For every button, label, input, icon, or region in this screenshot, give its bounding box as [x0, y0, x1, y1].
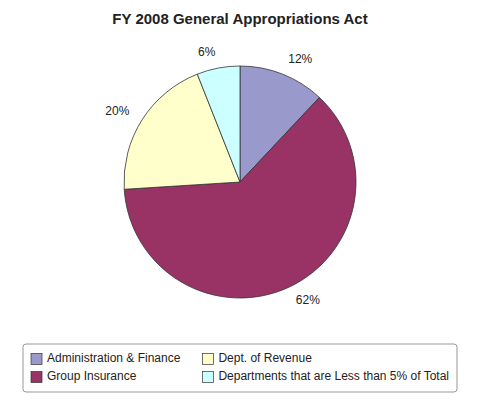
- legend-label: Administration & Finance: [47, 351, 181, 365]
- legend-swatch: [202, 372, 213, 383]
- legend-swatch: [31, 354, 42, 365]
- pie: [124, 66, 356, 298]
- data-label: 20%: [105, 104, 129, 118]
- legend-label: Group Insurance: [47, 369, 137, 383]
- pie-slice: [197, 66, 240, 182]
- legend: Administration & Finance Group Insurance D…: [23, 344, 457, 392]
- data-label: 6%: [198, 45, 216, 59]
- legend-swatch: [31, 372, 42, 383]
- legend-swatch: [202, 354, 213, 365]
- data-label: 12%: [288, 52, 312, 66]
- chart: FY 2008 General Appropriations Act 12% 62%…: [0, 0, 480, 400]
- data-labels: 12% 62% 20% 6%: [105, 45, 320, 306]
- data-label: 62%: [296, 293, 320, 307]
- legend-label: Departments that are Less than 5% of Tot…: [218, 369, 449, 383]
- legend-frame: [23, 344, 457, 392]
- background: [0, 0, 480, 400]
- title: FY 2008 General Appropriations Act: [112, 10, 367, 27]
- legend-label: Dept. of Revenue: [218, 351, 312, 365]
